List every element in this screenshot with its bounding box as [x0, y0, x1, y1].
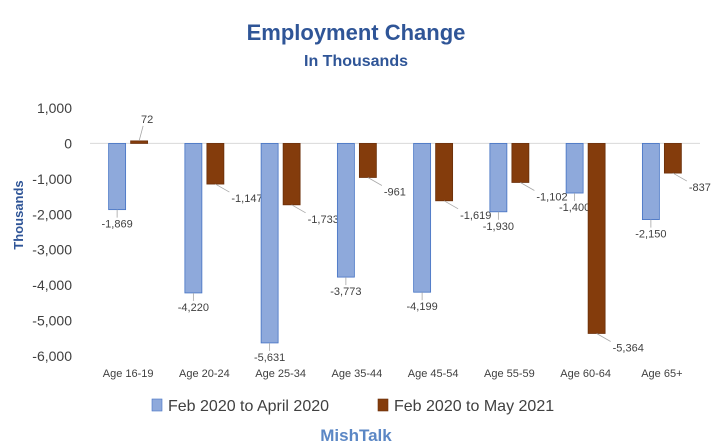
x-tick-label: Age 25-34: [255, 368, 306, 380]
bar-may2021: [511, 143, 530, 183]
x-tick-label: Age 16-19: [103, 368, 154, 380]
bar-may2021: [435, 143, 454, 202]
data-label: -1,733: [308, 214, 339, 226]
bar-apr2020: [641, 143, 660, 220]
y-tick-label: -5,000: [32, 313, 72, 329]
bar-apr2020: [108, 143, 127, 211]
footer-brand: MishTalk: [320, 426, 392, 445]
data-label: -1,930: [483, 221, 514, 233]
data-label: -1,869: [102, 219, 133, 231]
y-axis-label: Thousands: [11, 180, 26, 249]
y-tick-label: -6,000: [32, 348, 72, 364]
data-label: -1,147: [231, 193, 262, 205]
data-label: -3,773: [330, 286, 361, 298]
data-label-leader: [520, 182, 535, 191]
x-tick-label: Age 35-44: [331, 368, 382, 380]
data-label: 72: [141, 114, 153, 126]
y-tick-label: -2,000: [32, 206, 72, 222]
y-tick-label: 1,000: [37, 100, 72, 116]
data-label-leader: [291, 204, 306, 214]
data-label-leader: [596, 333, 611, 342]
y-tick-label: 0: [64, 135, 72, 151]
y-tick-label: -3,000: [32, 242, 72, 258]
data-label: -5,364: [613, 342, 644, 354]
chart-subtitle: In Thousands: [304, 53, 408, 70]
x-tick-label: Age 65+: [641, 368, 682, 380]
data-label: -961: [384, 186, 406, 198]
x-tick-label: Age 45-54: [408, 368, 459, 380]
data-label-leader: [215, 183, 230, 193]
chart-title: Employment Change: [247, 20, 466, 45]
plot-area: 1,000 0 -1,000 -2,000 -3,000 -4,000 -5,000 -6,0…: [32, 100, 711, 380]
legend-label: Feb 2020 to May 2021: [394, 398, 554, 415]
bar-apr2020: [413, 143, 432, 293]
data-label-leader: [367, 177, 383, 186]
data-label: -5,631: [254, 352, 285, 364]
data-label: -1,619: [460, 210, 491, 222]
bar-may2021: [206, 143, 225, 185]
data-label: -837: [689, 182, 711, 194]
bar-apr2020: [336, 143, 355, 278]
x-tick-label: Age 20-24: [179, 368, 230, 380]
legend: Feb 2020 to April 2020 Feb 2020 to May 20…: [151, 398, 554, 415]
bar-may2021: [587, 143, 606, 334]
bar-may2021: [282, 143, 301, 206]
y-tick-label: -1,000: [32, 171, 72, 187]
bar-apr2020: [260, 143, 279, 344]
data-label: -1,102: [536, 191, 567, 203]
data-label: -1,400: [559, 202, 590, 214]
bar-may2021: [663, 143, 682, 174]
data-label: -4,220: [178, 302, 209, 314]
legend-label: Feb 2020 to April 2020: [168, 398, 329, 415]
bar-apr2020: [489, 143, 508, 213]
legend-swatch: [151, 398, 163, 412]
x-tick-label: Age 55-59: [484, 368, 535, 380]
y-tick-label: -4,000: [32, 277, 72, 293]
x-tick-label: Age 60-64: [560, 368, 611, 380]
bar-apr2020: [184, 143, 203, 294]
data-label-leader: [672, 172, 688, 182]
data-label-leader: [138, 125, 144, 141]
data-label-leader: [443, 200, 459, 210]
legend-swatch: [377, 398, 389, 412]
data-label: -2,150: [635, 229, 666, 241]
data-label: -4,199: [407, 301, 438, 313]
bar-may2021: [358, 143, 377, 178]
bar-apr2020: [565, 143, 584, 194]
bar-may2021: [130, 140, 149, 144]
